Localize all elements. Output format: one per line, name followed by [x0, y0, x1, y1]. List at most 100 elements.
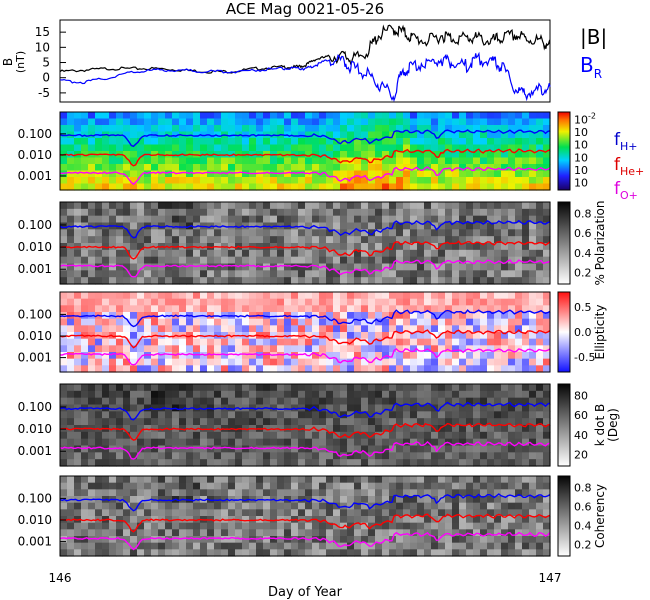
heatmap-cell — [95, 358, 103, 366]
heatmap-cell — [165, 522, 173, 530]
heatmap-cell — [445, 390, 453, 399]
heatmap-cell — [81, 118, 89, 126]
heatmap-cell — [312, 249, 320, 258]
heatmap-cell — [214, 445, 222, 453]
colorbar-tick-label: 80 — [574, 390, 588, 403]
heatmap-cell — [361, 312, 369, 320]
colorbar-tick-label: 20 — [574, 448, 588, 461]
heatmap-cell — [165, 249, 173, 258]
heatmap-cell — [298, 431, 306, 440]
heatmap-cell — [452, 352, 460, 360]
heatmap-cell — [522, 365, 530, 373]
heatmap-cell — [207, 529, 215, 537]
heatmap-cell — [291, 397, 299, 406]
heatmap-cell — [452, 438, 460, 447]
heatmap-cell — [88, 215, 96, 224]
heatmap-cell — [466, 325, 474, 333]
heatmap-cell — [158, 229, 166, 237]
heatmap-cell — [130, 489, 138, 497]
heatmap-cell — [172, 138, 180, 146]
heatmap-cell — [543, 438, 551, 447]
heatmap-cell — [256, 476, 264, 484]
heatmap-cell — [459, 397, 467, 406]
heatmap-cell — [403, 305, 411, 313]
heatmap-cell — [158, 529, 166, 537]
heatmap-cell — [333, 222, 341, 230]
heatmap-cell — [144, 298, 152, 306]
heatmap-cell — [347, 208, 355, 217]
heatmap-cell — [60, 277, 68, 285]
heatmap-cell — [270, 229, 278, 237]
heatmap-cell — [277, 164, 285, 172]
heatmap-cell — [109, 118, 117, 126]
heatmap-cell — [417, 404, 425, 412]
heatmap-cell — [529, 277, 537, 285]
heatmap-cell — [319, 489, 327, 497]
heatmap-cell — [214, 397, 222, 406]
heatmap-cell — [536, 229, 544, 237]
heatmap-cell — [67, 358, 75, 366]
heatmap-cell — [305, 144, 313, 152]
heatmap-cell — [116, 445, 124, 453]
heatmap-cell — [172, 164, 180, 172]
heatmap-cell — [81, 358, 89, 366]
heatmap-cell — [529, 312, 537, 320]
heatmap-cell — [277, 249, 285, 258]
legend-fo: fO+ — [614, 179, 638, 202]
heatmap-cell — [228, 502, 236, 510]
heatmap-cell — [522, 536, 530, 544]
heatmap-cell — [305, 270, 313, 278]
heatmap-cell — [137, 476, 145, 484]
heatmap-cell — [186, 170, 194, 178]
heatmap-cell — [137, 305, 145, 313]
heatmap-cell — [403, 489, 411, 497]
heatmap-cell — [228, 476, 236, 484]
heatmap-cell — [347, 164, 355, 172]
x-axis-label: Day of Year — [268, 585, 343, 600]
heatmap-cell — [452, 177, 460, 185]
heatmap-cell — [340, 536, 348, 544]
heatmap-cell — [487, 312, 495, 320]
heatmap-cell — [375, 202, 383, 210]
heatmap-cell — [410, 459, 418, 467]
heatmap-cell — [137, 138, 145, 146]
heatmap-cell — [81, 208, 89, 217]
heatmap-cell — [515, 418, 523, 426]
heatmap-cell — [263, 549, 271, 557]
heatmap-cell — [543, 236, 551, 244]
heatmap-cell — [375, 277, 383, 285]
heatmap-cell — [123, 229, 131, 237]
heatmap-cell — [193, 502, 201, 510]
heatmap-cell — [95, 318, 103, 326]
heatmap-cell — [361, 365, 369, 373]
heatmap-cell — [459, 131, 467, 139]
heatmap-cell — [480, 431, 488, 440]
heatmap-cell — [235, 312, 243, 320]
heatmap-cell — [123, 131, 131, 139]
heatmap-cell — [508, 325, 516, 333]
heatmap-cell — [214, 177, 222, 185]
heatmap-cell — [137, 489, 145, 497]
heatmap-cell — [375, 208, 383, 217]
heatmap-cell — [291, 215, 299, 224]
heatmap-cell — [438, 312, 446, 320]
heatmap-cell — [165, 256, 173, 265]
heatmap-cell — [354, 312, 362, 320]
heatmap-cell — [340, 445, 348, 453]
heatmap-cell — [81, 352, 89, 360]
heatmap-cell — [298, 536, 306, 544]
heatmap-cell — [193, 509, 201, 517]
heatmap-cell — [466, 170, 474, 178]
heatmap-cell — [361, 270, 369, 278]
heatmap-cell — [543, 338, 551, 346]
heatmap-cell — [60, 338, 68, 346]
heatmap-cell — [242, 352, 250, 360]
heatmap-cell — [403, 549, 411, 557]
heatmap-cell — [487, 365, 495, 373]
heatmap-cell — [235, 208, 243, 217]
heatmap-cell — [445, 489, 453, 497]
heatmap-cell — [410, 502, 418, 510]
y-tick-label: 0.010 — [18, 422, 52, 436]
heatmap-cell — [137, 397, 145, 406]
heatmap-cell — [74, 118, 82, 126]
